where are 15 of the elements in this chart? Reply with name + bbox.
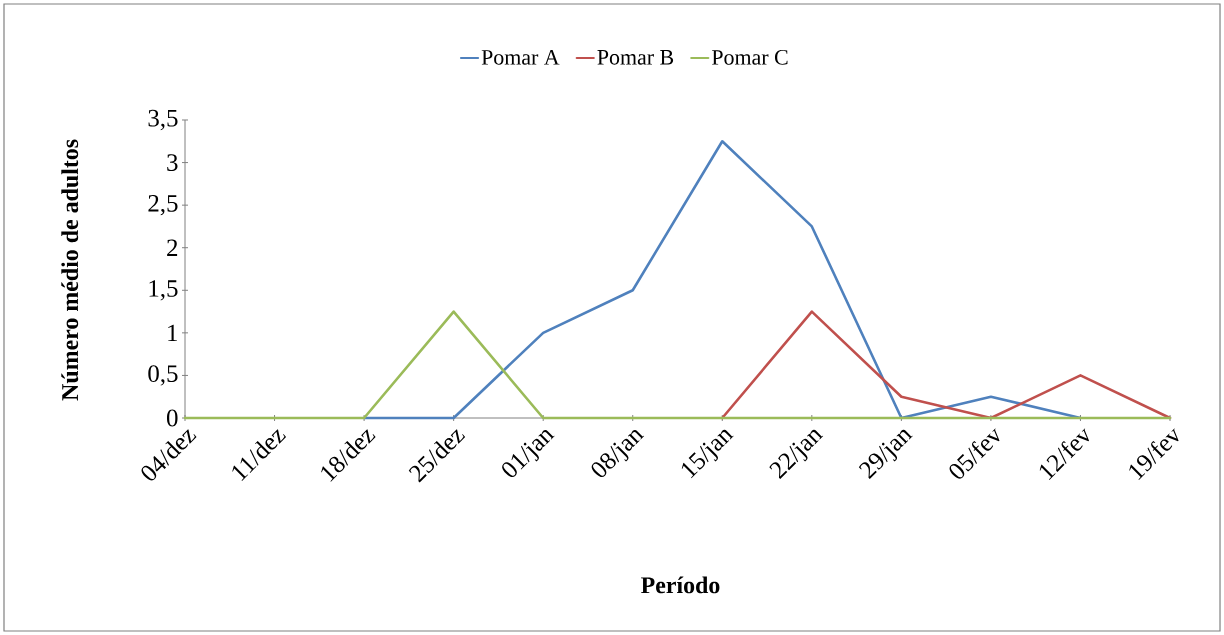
legend-label: Pomar C <box>711 50 788 65</box>
legend-label: Pomar B <box>597 50 674 65</box>
y-tick-label: 2 <box>167 239 178 256</box>
y-tick-label: 1,5 <box>149 280 178 301</box>
line-series <box>720 310 1172 420</box>
y-tick-label: 2,5 <box>148 194 178 216</box>
y-tick-label: 1 <box>168 324 177 342</box>
y-tick-label: 0,5 <box>148 365 178 386</box>
y-tick-label: 3 <box>167 154 178 171</box>
line-series <box>362 139 1082 420</box>
y-tick-label: 3,5 <box>148 109 178 131</box>
y-axis-title: Número médio de adultos <box>61 139 79 401</box>
x-axis-title: Período <box>641 576 720 594</box>
legend-label: Pomar A <box>481 50 560 65</box>
y-tick-label: 0 <box>166 409 178 427</box>
